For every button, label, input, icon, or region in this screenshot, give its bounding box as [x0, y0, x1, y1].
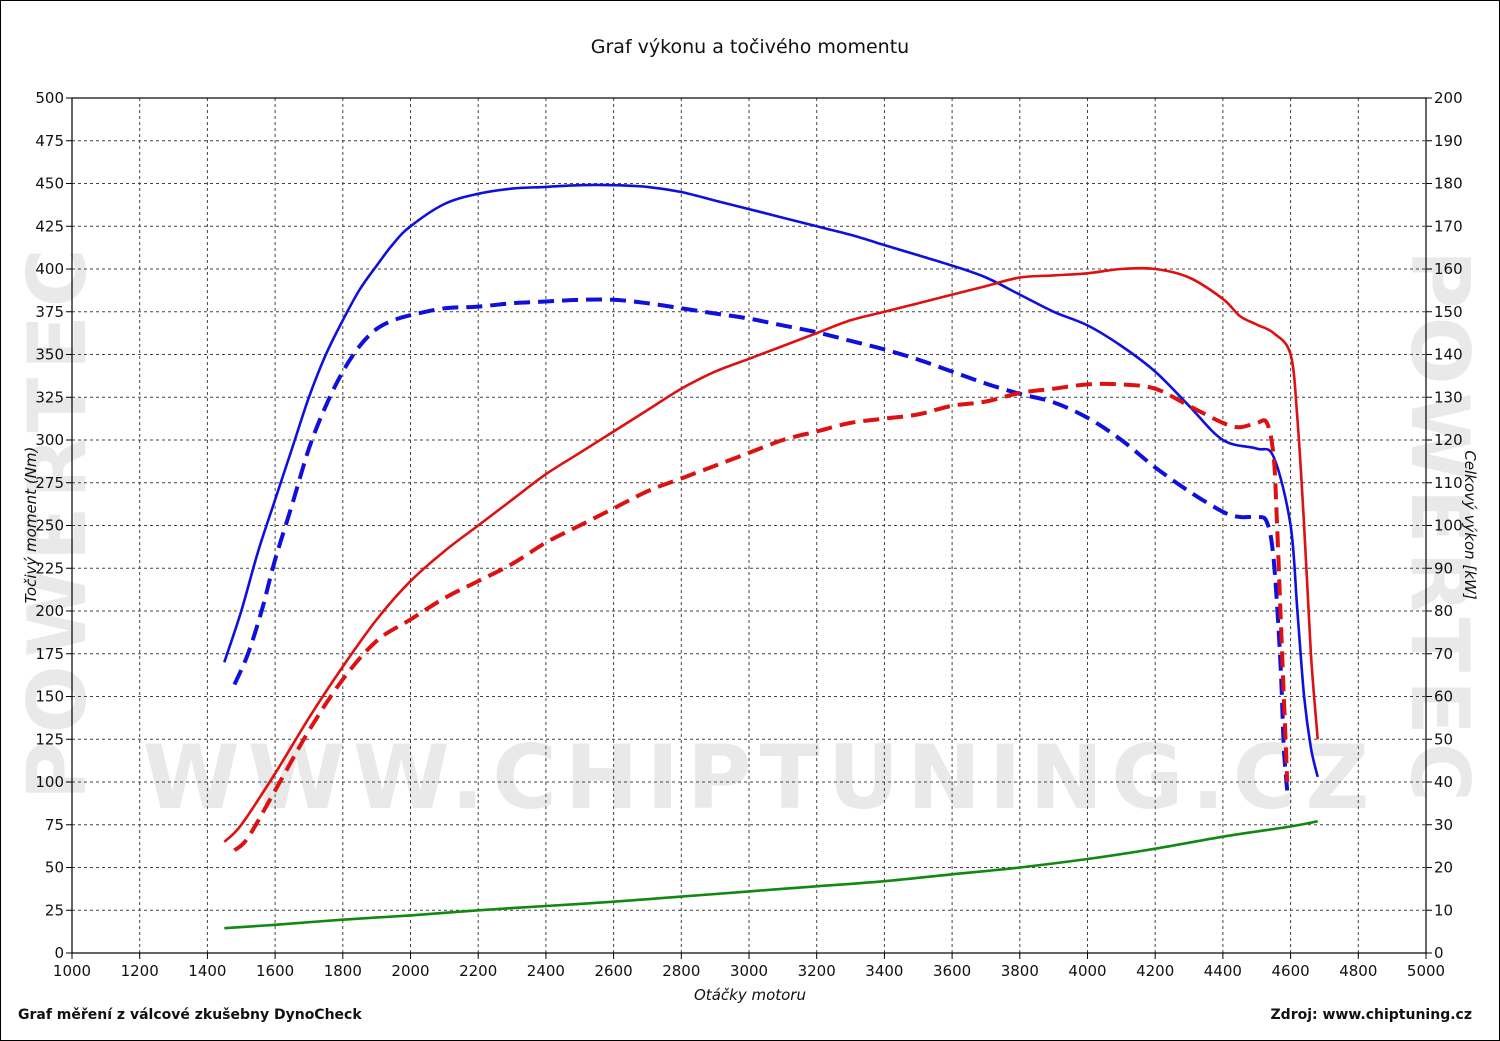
x-tick-label: 5000	[1407, 962, 1445, 980]
watermark-brand-left: POWERTEC	[11, 241, 104, 800]
y-left-tick-label: 50	[45, 859, 64, 877]
y-right-tick-label: 20	[1434, 859, 1453, 877]
y-left-tick-label: 500	[35, 89, 64, 107]
y-right-tick-label: 130	[1434, 388, 1463, 406]
y-right-tick-label: 40	[1434, 773, 1453, 791]
series-line-5	[224, 820, 1318, 930]
y-axis-left-label: Točivý moment (Nm)	[22, 447, 40, 604]
y-right-tick-label: 30	[1434, 816, 1453, 834]
x-tick-label: 2200	[459, 962, 497, 980]
y-left-tick-label: 75	[45, 816, 64, 834]
x-tick-label: 2000	[391, 962, 429, 980]
y-right-tick-label: 120	[1434, 431, 1463, 449]
y-left-tick-label: 400	[35, 260, 64, 278]
y-left-tick-label: 475	[35, 132, 64, 150]
y-right-tick-label: 50	[1434, 730, 1453, 748]
x-tick-label: 4000	[1068, 962, 1106, 980]
y-left-tick-label: 275	[35, 474, 64, 492]
y-left-tick-label: 425	[35, 217, 64, 235]
y-left-tick-label: 375	[35, 303, 64, 321]
x-tick-label: 1000	[53, 962, 91, 980]
series-line-2	[232, 297, 1290, 791]
x-tick-label: 2800	[662, 962, 700, 980]
x-tick-label: 4800	[1339, 962, 1377, 980]
x-tick-label: 2600	[595, 962, 633, 980]
y-right-tick-label: 60	[1434, 688, 1453, 706]
y-right-tick-label: 0	[1434, 944, 1444, 962]
series-line-1	[223, 183, 1319, 778]
footer-left: Graf měření z válcové zkušebny DynoCheck	[18, 1007, 362, 1023]
y-right-tick-label: 160	[1434, 260, 1463, 278]
y-right-tick-label: 10	[1434, 901, 1453, 919]
x-tick-label: 1800	[324, 962, 362, 980]
x-tick-label: 2400	[527, 962, 565, 980]
y-right-tick-label: 80	[1434, 602, 1453, 620]
x-tick-label: 3200	[798, 962, 836, 980]
footer-right: Zdroj: www.chiptuning.cz	[1271, 1007, 1472, 1023]
y-left-tick-label: 175	[35, 645, 64, 663]
y-axis-right-ticks: 0 10 20 30 40 50 60 70 80 90 100 110 120 130 140 150 160…	[1426, 89, 1463, 962]
y-right-tick-label: 90	[1434, 559, 1453, 577]
x-axis-ticks: 1000 1200 1400 1600 1800 2000 2200 2400 2600 2800…	[53, 953, 1445, 980]
y-left-tick-label: 200	[35, 602, 64, 620]
y-left-tick-label: 350	[35, 346, 64, 364]
chart-title: Graf výkonu a točivého momentu	[591, 36, 909, 58]
y-right-tick-label: 190	[1434, 132, 1463, 150]
y-left-tick-label: 225	[35, 559, 64, 577]
x-tick-label: 1200	[121, 962, 159, 980]
y-right-tick-label: 70	[1434, 645, 1453, 663]
series-line-3	[223, 266, 1319, 843]
series-line-4	[233, 381, 1290, 852]
x-tick-label: 3000	[730, 962, 768, 980]
y-left-tick-label: 100	[35, 773, 64, 791]
watermark-url: WWW.CHIPTUNING.CZ	[143, 726, 1378, 829]
y-right-tick-label: 140	[1434, 346, 1463, 364]
y-left-tick-label: 250	[35, 517, 64, 535]
watermark: WWW.CHIPTUNING.CZ POWERTEC POWERTEC	[11, 241, 1486, 829]
x-tick-label: 4600	[1272, 962, 1310, 980]
watermark-brand-right: POWERTEC	[1393, 250, 1486, 809]
y-right-tick-label: 170	[1434, 217, 1463, 235]
x-tick-label: 3400	[865, 962, 903, 980]
x-axis-label: Otáčky motoru	[694, 986, 806, 1004]
x-tick-label: 4200	[1136, 962, 1174, 980]
y-right-tick-label: 200	[1434, 89, 1463, 107]
y-left-tick-label: 125	[35, 730, 64, 748]
x-tick-label: 4400	[1204, 962, 1242, 980]
y-right-tick-label: 180	[1434, 175, 1463, 193]
y-left-tick-label: 300	[35, 431, 64, 449]
x-tick-label: 3600	[933, 962, 971, 980]
y-left-tick-label: 325	[35, 388, 64, 406]
y-right-tick-label: 110	[1434, 474, 1463, 492]
y-left-tick-label: 450	[35, 175, 64, 193]
y-left-tick-label: 25	[45, 901, 64, 919]
y-axis-left-ticks: 0 25 50 75 100 125 150 175 200 225 250 275 300 325 350…	[35, 89, 72, 962]
x-tick-label: 1400	[188, 962, 226, 980]
x-tick-label: 1600	[256, 962, 294, 980]
x-tick-label: 3800	[1001, 962, 1039, 980]
y-left-tick-label: 0	[54, 944, 64, 962]
grid	[71, 97, 1427, 954]
y-axis-right-label: Celkový výkon [kW]	[1461, 450, 1479, 600]
y-right-tick-label: 150	[1434, 303, 1463, 321]
y-right-tick-label: 100	[1434, 517, 1463, 535]
series-layer	[223, 183, 1319, 930]
y-left-tick-label: 150	[35, 688, 64, 706]
